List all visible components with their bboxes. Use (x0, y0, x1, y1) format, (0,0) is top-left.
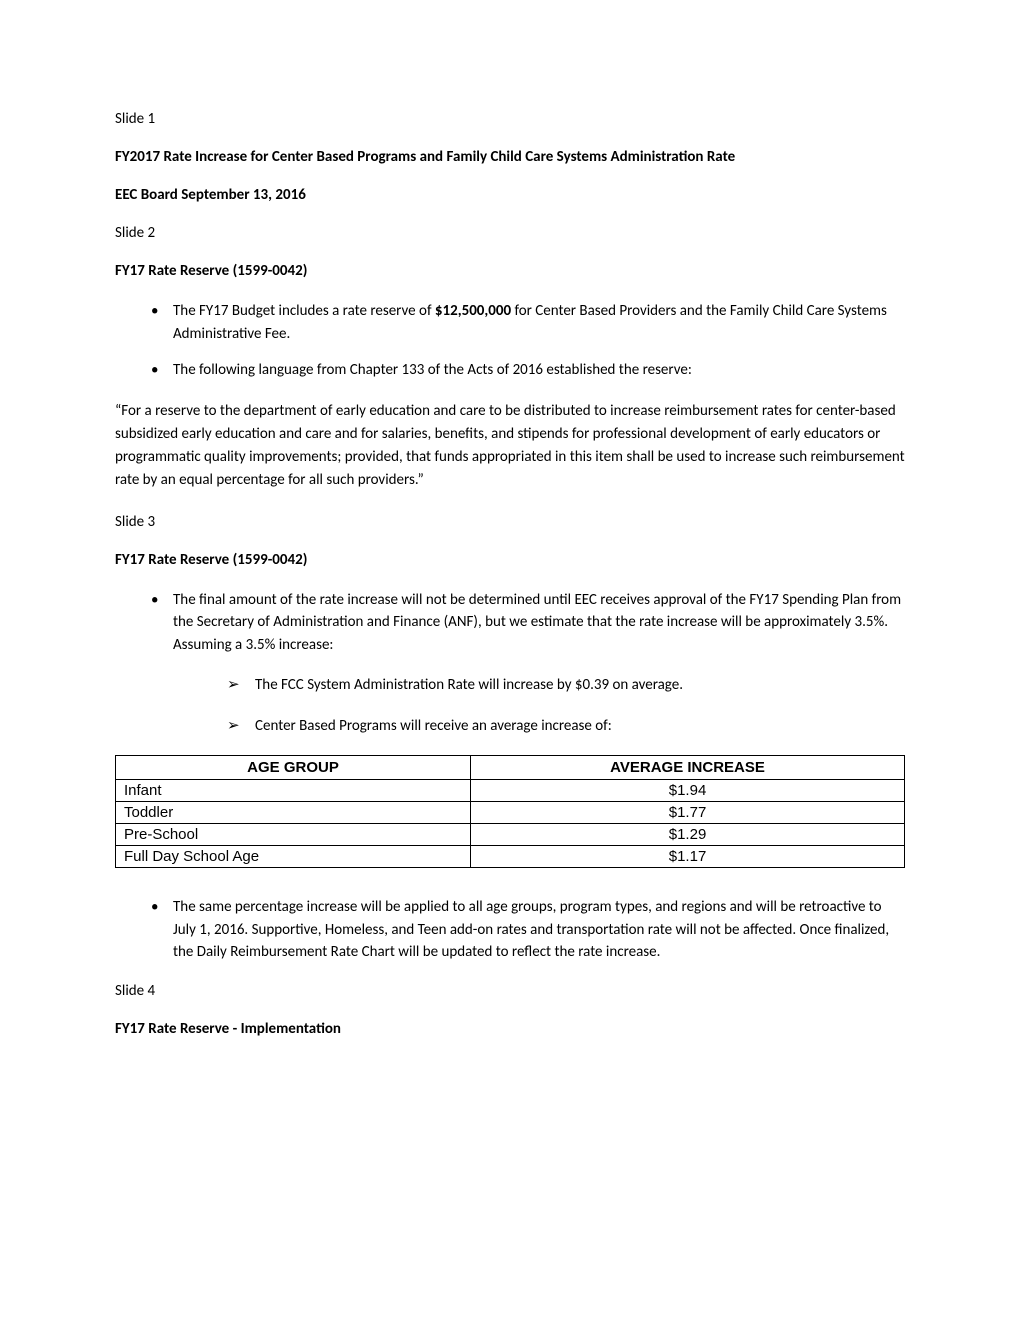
list-item: Center Based Programs will receive an av… (227, 715, 905, 738)
list-item: The FCC System Administration Rate will … (227, 674, 905, 697)
table-cell-value: $1.17 (471, 846, 905, 868)
slide-3-bullets-bottom: The same percentage increase will be app… (115, 896, 905, 964)
list-item: The following language from Chapter 133 … (151, 359, 905, 382)
document-title: FY2017 Rate Increase for Center Based Pr… (115, 148, 905, 166)
table-cell-value: $1.29 (471, 824, 905, 846)
slide-3-arrow-list: The FCC System Administration Rate will … (115, 674, 905, 737)
table-cell-age: Infant (116, 780, 471, 802)
table-cell-value: $1.94 (471, 780, 905, 802)
document-subtitle: EEC Board September 13, 2016 (115, 186, 905, 204)
table-row: Infant $1.94 (116, 780, 905, 802)
table-cell-age: Full Day School Age (116, 846, 471, 868)
slide-2-label: Slide 2 (115, 224, 905, 242)
slide-3-label: Slide 3 (115, 513, 905, 531)
rate-increase-table: AGE GROUP AVERAGE INCREASE Infant $1.94 … (115, 755, 905, 868)
table-row: Full Day School Age $1.17 (116, 846, 905, 868)
slide-4-heading: FY17 Rate Reserve - Implementation (115, 1020, 905, 1038)
quote-paragraph: “For a reserve to the department of earl… (115, 400, 905, 493)
table-header-increase: AVERAGE INCREASE (471, 756, 905, 780)
list-item: The same percentage increase will be app… (151, 896, 905, 964)
table-cell-value: $1.77 (471, 802, 905, 824)
slide-2-heading: FY17 Rate Reserve (1599-0042) (115, 262, 905, 280)
bullet-text-pre: The FY17 Budget includes a rate reserve … (173, 302, 435, 320)
slide-3-heading: FY17 Rate Reserve (1599-0042) (115, 551, 905, 569)
table-cell-age: Pre-School (116, 824, 471, 846)
table-header-row: AGE GROUP AVERAGE INCREASE (116, 756, 905, 780)
table-header-age: AGE GROUP (116, 756, 471, 780)
list-item: The final amount of the rate increase wi… (151, 589, 905, 657)
table-row: Toddler $1.77 (116, 802, 905, 824)
slide-4-label: Slide 4 (115, 982, 905, 1000)
table-row: Pre-School $1.29 (116, 824, 905, 846)
slide-1-label: Slide 1 (115, 110, 905, 128)
bullet-text-bold: $12,500,000 (435, 302, 511, 320)
slide-3-bullets-top: The final amount of the rate increase wi… (115, 589, 905, 657)
list-item: The FY17 Budget includes a rate reserve … (151, 300, 905, 345)
slide-2-bullets: The FY17 Budget includes a rate reserve … (115, 300, 905, 382)
table-cell-age: Toddler (116, 802, 471, 824)
